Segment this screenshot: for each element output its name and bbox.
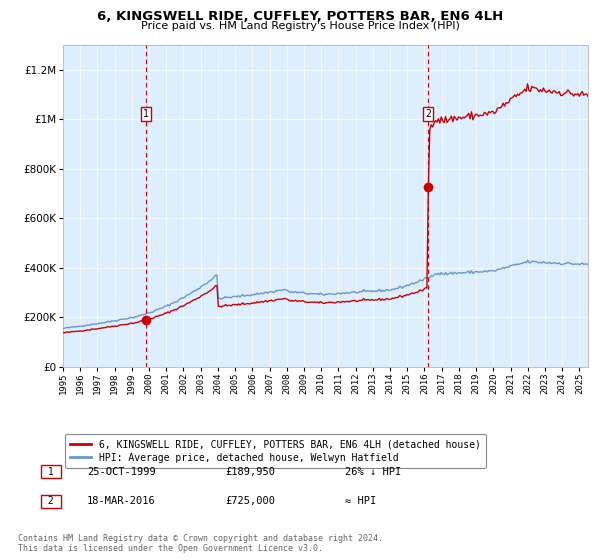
Text: Price paid vs. HM Land Registry's House Price Index (HPI): Price paid vs. HM Land Registry's House … <box>140 21 460 31</box>
Text: ≈ HPI: ≈ HPI <box>345 496 376 506</box>
Text: 1: 1 <box>42 466 60 477</box>
Legend: 6, KINGSWELL RIDE, CUFFLEY, POTTERS BAR, EN6 4LH (detached house), HPI: Average : 6, KINGSWELL RIDE, CUFFLEY, POTTERS BAR,… <box>65 435 486 468</box>
Text: 1: 1 <box>143 109 149 119</box>
Text: 6, KINGSWELL RIDE, CUFFLEY, POTTERS BAR, EN6 4LH: 6, KINGSWELL RIDE, CUFFLEY, POTTERS BAR,… <box>97 10 503 23</box>
Text: 26% ↓ HPI: 26% ↓ HPI <box>345 466 401 477</box>
Text: 2: 2 <box>425 109 431 119</box>
Text: £189,950: £189,950 <box>225 466 275 477</box>
Text: 25-OCT-1999: 25-OCT-1999 <box>87 466 156 477</box>
Text: 2: 2 <box>42 496 60 506</box>
Text: £725,000: £725,000 <box>225 496 275 506</box>
Text: Contains HM Land Registry data © Crown copyright and database right 2024.
This d: Contains HM Land Registry data © Crown c… <box>18 534 383 553</box>
Text: 18-MAR-2016: 18-MAR-2016 <box>87 496 156 506</box>
